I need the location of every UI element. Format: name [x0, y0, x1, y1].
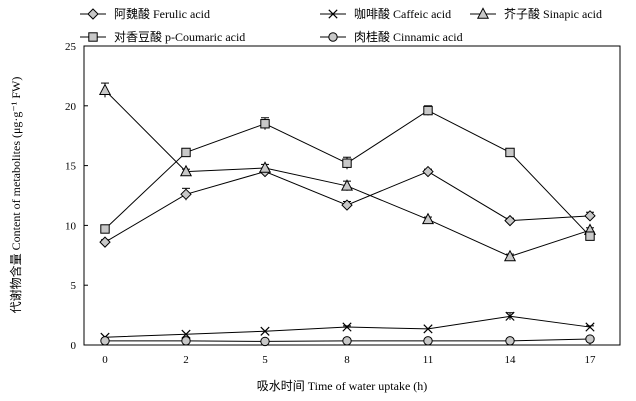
y-tick-label: 15	[65, 161, 77, 173]
legend-marker	[328, 9, 338, 19]
data-point	[421, 212, 435, 225]
data-point	[505, 336, 515, 346]
y-axis-title: 代谢物含量 Content of metabolites (μg·g⁻¹ FW)	[8, 77, 23, 314]
data-point	[342, 322, 352, 332]
data-point	[585, 322, 595, 332]
data-point	[584, 210, 596, 222]
legend-marker	[328, 32, 338, 42]
x-tick-label: 2	[183, 354, 189, 366]
y-tick-label: 10	[65, 220, 77, 232]
series-line	[104, 89, 591, 258]
data-point	[422, 165, 434, 178]
axis-titles: 吸水时间 Time of water uptake (h) 代谢物含量 Cont…	[8, 77, 427, 393]
data-point	[181, 147, 191, 158]
data-point	[505, 147, 515, 158]
x-axis-title: 吸水时间 Time of water uptake (h)	[257, 379, 428, 393]
series-group	[98, 82, 597, 347]
legend-marker	[87, 8, 99, 20]
x-tick-label: 17	[585, 354, 597, 366]
data-point	[260, 326, 270, 336]
data-point	[180, 188, 192, 201]
data-point	[585, 231, 595, 241]
y-tick-label: 5	[71, 280, 77, 292]
x-tick-label: 14	[505, 354, 517, 366]
legend-label: 肉桂酸 Cinnamic acid	[354, 29, 463, 44]
legend-marker	[476, 7, 490, 19]
legend-label: 芥子酸 Sinapic acid	[504, 6, 602, 21]
data-point	[341, 199, 353, 211]
data-point	[503, 249, 517, 262]
data-point	[342, 336, 352, 346]
series-circle	[100, 334, 595, 347]
data-point	[98, 83, 112, 95]
data-point	[423, 336, 433, 346]
series-square	[100, 105, 595, 241]
data-point	[423, 324, 433, 334]
data-point	[100, 336, 110, 346]
data-point	[179, 164, 193, 177]
legend-marker	[88, 32, 98, 42]
data-point	[342, 158, 352, 168]
data-point	[260, 336, 270, 347]
series-line	[104, 110, 591, 237]
x-tick-label: 5	[262, 354, 268, 366]
data-point	[504, 214, 516, 227]
data-point	[423, 105, 433, 116]
data-point	[258, 161, 272, 173]
legend: 阿魏酸 Ferulic acid 咖啡酸 Caffeic acid 芥子酸 Sina…	[80, 6, 602, 44]
legend-item: 阿魏酸 Ferulic acid	[80, 6, 210, 21]
data-point	[181, 336, 191, 346]
plot-frame	[83, 45, 621, 346]
data-point	[99, 236, 111, 248]
legend-item: 芥子酸 Sinapic acid	[470, 6, 602, 21]
legend-item: 对香豆酸 p-Coumaric acid	[80, 29, 245, 44]
data-point	[260, 119, 270, 129]
legend-label: 对香豆酸 p-Coumaric acid	[114, 29, 245, 44]
y-tick-label: 20	[65, 101, 77, 113]
series-triangle	[98, 82, 597, 262]
data-point	[340, 179, 354, 191]
y-tick-label: 25	[65, 41, 77, 53]
data-point	[505, 311, 515, 321]
legend-label: 咖啡酸 Caffeic acid	[354, 6, 451, 21]
legend-item: 肉桂酸 Cinnamic acid	[320, 29, 463, 44]
x-tick-label: 11	[423, 354, 434, 366]
data-point	[585, 334, 595, 344]
y-tick-label: 0	[71, 340, 77, 352]
legend-item: 咖啡酸 Caffeic acid	[320, 6, 451, 21]
data-point	[181, 329, 191, 339]
legend-label: 阿魏酸 Ferulic acid	[114, 6, 210, 21]
x-tick-label: 0	[102, 354, 108, 366]
series-diamond	[99, 165, 596, 248]
x-tick-label: 8	[344, 354, 350, 366]
data-point	[100, 224, 110, 234]
